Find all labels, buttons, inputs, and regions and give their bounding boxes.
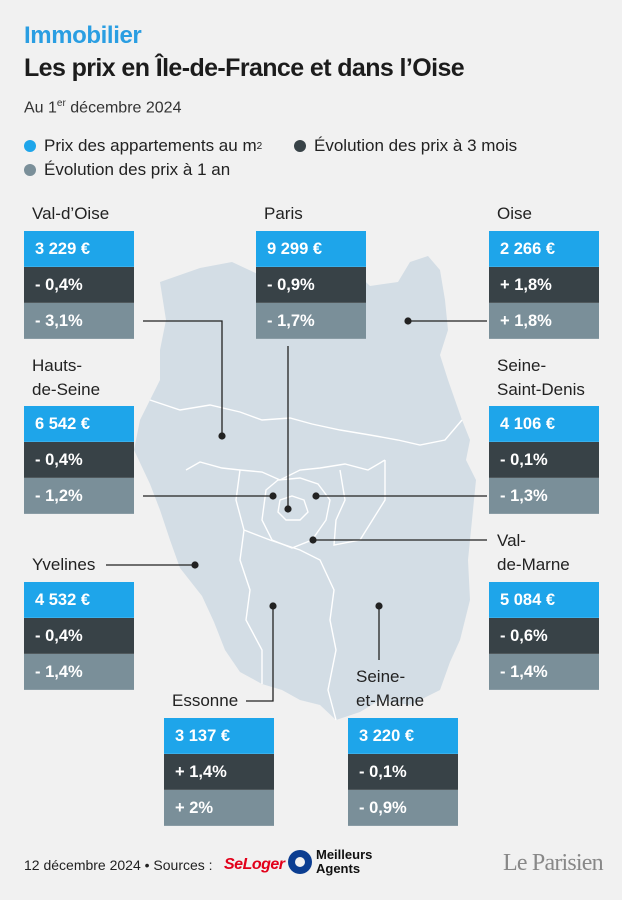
card-val-doise: 3 229 € - 0,4% - 3,1% <box>24 231 134 339</box>
price: 9 299 € <box>256 231 366 267</box>
evolution-3-months: - 0,1% <box>348 754 458 790</box>
evolution-3-months: + 1,8% <box>489 267 599 303</box>
seine-et-marne-border <box>333 460 386 546</box>
legend-price-sup: 2 <box>256 140 263 152</box>
price: 2 266 € <box>489 231 599 267</box>
label-line-2: Saint-Denis <box>497 380 585 399</box>
dot-paris <box>284 505 292 513</box>
date-prefix: Au 1 <box>24 99 57 117</box>
label-seine-saint-denis: Seine- Saint-Denis <box>497 354 585 402</box>
kicker: Immobilier <box>24 22 142 49</box>
evolution-3-months: - 0,6% <box>489 618 599 654</box>
card-yvelines: 4 532 € - 0,4% - 1,4% <box>24 582 134 690</box>
label-val-doise: Val-d’Oise <box>32 204 110 223</box>
price: 3 229 € <box>24 231 134 267</box>
evolution-3-months: - 0,4% <box>24 267 134 303</box>
location-pin-icon <box>288 850 312 874</box>
card-seine-saint-denis: 4 106 € - 0,1% - 1,3% <box>489 406 599 514</box>
le-parisien-logo: Le Parisien <box>503 850 604 876</box>
price: 3 220 € <box>348 718 458 754</box>
paris-border <box>277 495 309 521</box>
dot-seine-saint-denis <box>312 492 320 500</box>
legend-three-months: Évolution des prix à 3 mois <box>294 136 517 156</box>
leader-val-doise <box>143 320 223 436</box>
evolution-1-year: - 1,2% <box>24 478 134 514</box>
dot-seine-et-marne <box>375 602 383 610</box>
dot-oise <box>404 317 412 325</box>
date: Au 1er décembre 2024 <box>24 98 181 117</box>
evolution-1-year: - 0,9% <box>348 790 458 826</box>
yvelines-border <box>235 469 263 684</box>
petite-couronne <box>261 477 331 549</box>
card-hauts-de-seine: 6 542 € - 0,4% - 1,2% <box>24 406 134 514</box>
label-hauts-de-seine: Hauts- de-Seine <box>32 354 100 402</box>
evolution-1-year: - 1,7% <box>256 303 366 339</box>
page-title: Les prix en Île-de-France et dans l’Oise <box>24 54 465 82</box>
evolution-3-months: - 0,1% <box>489 442 599 478</box>
label-line-2: et-Marne <box>356 691 425 710</box>
card-paris: 9 299 € - 0,9% - 1,7% <box>256 231 366 339</box>
dot-essonne <box>269 602 277 610</box>
dot-yvelines <box>191 561 199 569</box>
evolution-1-year: - 1,4% <box>24 654 134 690</box>
label-oise: Oise <box>497 204 532 223</box>
region-outline <box>134 255 476 720</box>
price: 4 106 € <box>489 406 599 442</box>
label-line-1: Seine- <box>497 356 547 375</box>
evolution-3-months: + 1,4% <box>164 754 274 790</box>
evolution-1-year: - 1,4% <box>489 654 599 690</box>
leader-essonne <box>246 606 274 702</box>
footer-sources-text: 12 décembre 2024 • Sources : <box>24 857 213 873</box>
dot-val-de-marne <box>309 536 317 544</box>
card-val-de-marne: 5 084 € - 0,6% - 1,4% <box>489 582 599 690</box>
evolution-1-year: - 3,1% <box>24 303 134 339</box>
legend-dot-price <box>24 140 36 152</box>
legend-one-year-label: Évolution des prix à 1 an <box>44 160 231 179</box>
dot-hauts-de-seine <box>269 492 277 500</box>
label-line-1: Val- <box>497 531 526 550</box>
seloger-logo: SeLoger <box>224 856 285 873</box>
label-line-2: de-Marne <box>497 555 570 574</box>
evolution-3-months: - 0,4% <box>24 618 134 654</box>
date-sup: er <box>56 98 66 109</box>
date-suffix: décembre 2024 <box>65 99 182 117</box>
meilleurs-agents-logo: Meilleurs Agents <box>288 848 372 876</box>
legend-dot-one-year <box>24 164 36 176</box>
label-line-1: Seine- <box>356 667 406 686</box>
price: 4 532 € <box>24 582 134 618</box>
label-val-de-marne: Val- de-Marne <box>497 529 570 577</box>
label-yvelines: Yvelines <box>32 555 96 574</box>
label-seine-et-marne: Seine- et-Marne <box>356 665 424 713</box>
ma-line-2: Agents <box>316 861 361 876</box>
price: 6 542 € <box>24 406 134 442</box>
evolution-1-year: + 1,8% <box>489 303 599 339</box>
evolution-3-months: - 0,4% <box>24 442 134 478</box>
card-essonne: 3 137 € + 1,4% + 2% <box>164 718 274 826</box>
legend-three-months-label: Évolution des prix à 3 mois <box>314 136 518 155</box>
dot-val-doise <box>218 432 226 440</box>
price: 5 084 € <box>489 582 599 618</box>
label-line-2: de-Seine <box>32 380 101 399</box>
meilleurs-agents-text: Meilleurs Agents <box>316 848 372 876</box>
evolution-1-year: - 1,3% <box>489 478 599 514</box>
price: 3 137 € <box>164 718 274 754</box>
label-line-1: Hauts- <box>32 356 83 375</box>
ma-line-1: Meilleurs <box>316 847 373 862</box>
label-paris: Paris <box>264 204 303 223</box>
label-essonne: Essonne <box>172 691 239 710</box>
legend-dot-three-months <box>294 140 306 152</box>
evolution-3-months: - 0,9% <box>256 267 366 303</box>
legend-price-label: Prix des appartements au m <box>44 136 257 155</box>
card-oise: 2 266 € + 1,8% + 1,8% <box>489 231 599 339</box>
oise-border <box>149 399 463 446</box>
card-seine-et-marne: 3 220 € - 0,1% - 0,9% <box>348 718 458 826</box>
legend-one-year: Évolution des prix à 1 an <box>24 160 230 180</box>
evolution-1-year: + 2% <box>164 790 274 826</box>
